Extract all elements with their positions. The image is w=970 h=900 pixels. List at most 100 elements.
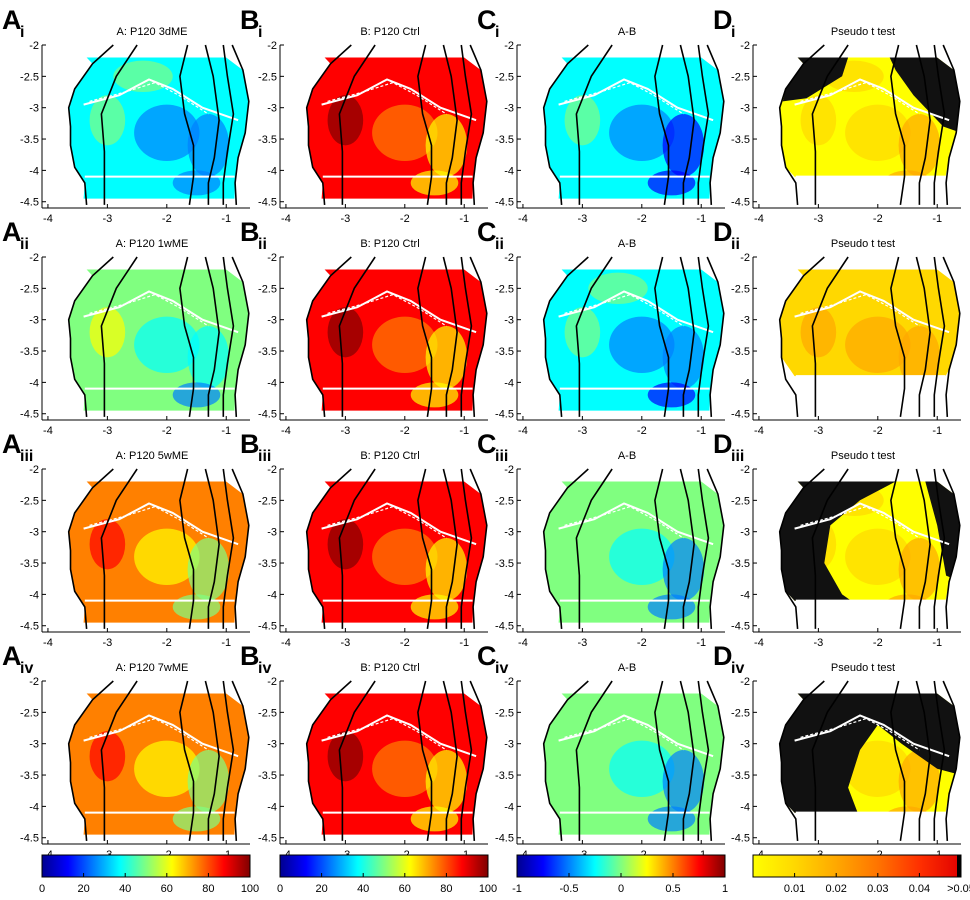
heatmap-blob bbox=[172, 170, 221, 196]
colorbar-tick-label: 60 bbox=[399, 883, 411, 895]
heatmap-blob bbox=[883, 594, 932, 601]
panel-title: A: P120 3dME bbox=[117, 26, 188, 38]
brain-outline-right bbox=[469, 680, 488, 841]
x-tick-label: -3 bbox=[340, 637, 350, 649]
x-tick-label: -4 bbox=[754, 425, 764, 437]
region-boundary-line bbox=[575, 256, 613, 417]
region-boundary-line bbox=[679, 256, 695, 417]
heatmap-blob bbox=[327, 731, 364, 782]
x-tick-label: -4 bbox=[43, 637, 53, 649]
panel-title: A-B bbox=[618, 26, 636, 38]
x-tick-label: -1 bbox=[459, 425, 469, 437]
region-boundary-line bbox=[575, 468, 613, 629]
region-boundary-line bbox=[417, 468, 433, 630]
panel-sublabel: ii bbox=[20, 236, 29, 253]
panel-title: B: P120 Ctrl bbox=[360, 450, 419, 462]
y-tick-label: -4.5 bbox=[258, 197, 277, 209]
colorbar-gradient bbox=[279, 854, 489, 878]
colorbar-tick-label: -0.5 bbox=[560, 883, 579, 895]
x-tick-label: -2 bbox=[400, 213, 410, 225]
heatmap-blob bbox=[425, 750, 468, 813]
heatmap-blob bbox=[327, 95, 364, 146]
y-tick-label: -2.5 bbox=[20, 707, 39, 719]
heatmap-blob bbox=[609, 316, 675, 373]
y-tick-label: -4.5 bbox=[495, 409, 514, 421]
brain-outline-left bbox=[542, 44, 589, 205]
heatmap-blob bbox=[113, 696, 173, 729]
y-tick-label: -4.5 bbox=[731, 833, 750, 845]
heatmap-blob bbox=[89, 307, 126, 358]
y-tick-label: -3 bbox=[504, 103, 514, 115]
x-tick-label: -2 bbox=[162, 425, 172, 437]
y-tick-label: -4.5 bbox=[20, 409, 39, 421]
panel-b-ii: Bii B: P120 Ctrl -2 -2.5 -3 -3.5 -4 -4.5 -4 -3 -2 -… bbox=[240, 217, 488, 437]
heatmap-blob bbox=[564, 731, 601, 782]
region-boundary-line bbox=[679, 468, 695, 629]
contour-line-dashed bbox=[564, 505, 684, 539]
contour-line bbox=[558, 502, 714, 546]
y-tick-label: -4 bbox=[29, 589, 39, 601]
colorbar-gradient bbox=[752, 854, 962, 878]
contour-line bbox=[83, 290, 239, 334]
x-tick-label: -1 bbox=[932, 425, 942, 437]
panel-a-i: Ai A: P120 3dME -2 -2.5 -3 -3.5 -4 -4.5 -4 -3 -2 -1 bbox=[2, 5, 250, 225]
panel-label: A bbox=[2, 5, 22, 35]
brain-outline-left bbox=[67, 680, 114, 841]
colorbar-tick-label: >0.05 bbox=[947, 883, 970, 895]
heatmap-blob bbox=[372, 316, 438, 373]
heatmap-blob bbox=[351, 60, 411, 93]
y-tick-label: -3 bbox=[740, 103, 750, 115]
heatmap-blob bbox=[172, 806, 221, 832]
heatmap-blob bbox=[187, 750, 230, 813]
y-tick-label: -3.5 bbox=[20, 558, 39, 570]
brain-outline-right bbox=[231, 44, 250, 205]
brain-outline-left bbox=[542, 468, 589, 629]
y-tick-label: -3 bbox=[29, 527, 39, 539]
panel-title: A-B bbox=[618, 450, 636, 462]
region-boundary-line bbox=[100, 44, 138, 205]
y-tick-label: -3 bbox=[29, 739, 39, 751]
brain-outline-left bbox=[305, 44, 352, 205]
y-tick-label: -4.5 bbox=[20, 833, 39, 845]
panel-label: B bbox=[240, 217, 260, 247]
colorbar-tick-label: 20 bbox=[77, 883, 89, 895]
panel-label: B bbox=[240, 429, 260, 459]
y-tick-label: -2 bbox=[504, 464, 514, 476]
region-boundary-line bbox=[654, 256, 670, 418]
region-boundary-line bbox=[100, 680, 138, 841]
contour-line bbox=[558, 714, 714, 758]
x-tick-label: -2 bbox=[637, 213, 647, 225]
panel-title: B: P120 Ctrl bbox=[360, 26, 419, 38]
y-tick-label: -2.5 bbox=[731, 495, 750, 507]
panel-label: C bbox=[477, 429, 497, 459]
heatmap-blob bbox=[647, 806, 696, 832]
y-tick-label: -2.5 bbox=[20, 283, 39, 295]
contour-line-dashed bbox=[89, 81, 209, 115]
contour-line bbox=[83, 502, 239, 546]
heatmap-blob bbox=[647, 594, 696, 620]
contour-line-dashed bbox=[89, 293, 209, 327]
y-tick-label: -3.5 bbox=[495, 770, 514, 782]
region-boundary-line bbox=[933, 680, 946, 841]
region-boundary-line bbox=[679, 44, 695, 205]
y-tick-label: -2 bbox=[740, 40, 750, 52]
heatmap-blob bbox=[327, 307, 364, 358]
heatmap-blob bbox=[845, 740, 911, 797]
panel-title: A: P120 7wME bbox=[116, 662, 189, 674]
panel-title: Pseudo t test bbox=[831, 662, 895, 674]
heatmap-blob bbox=[845, 104, 911, 161]
heatmap-blob bbox=[564, 519, 601, 570]
panel-sublabel: i bbox=[731, 24, 735, 41]
region-boundary-line bbox=[915, 256, 931, 417]
region-boundary-line bbox=[417, 44, 433, 206]
y-tick-label: -4 bbox=[267, 801, 277, 813]
region-boundary-line bbox=[915, 680, 931, 841]
contour-line bbox=[794, 502, 950, 546]
heatmap-blob bbox=[824, 272, 884, 305]
x-tick-label: -3 bbox=[577, 213, 587, 225]
colorbar-tick-label: 40 bbox=[119, 883, 131, 895]
x-tick-label: -2 bbox=[637, 425, 647, 437]
colorbar-tick-label: 0.5 bbox=[665, 883, 680, 895]
